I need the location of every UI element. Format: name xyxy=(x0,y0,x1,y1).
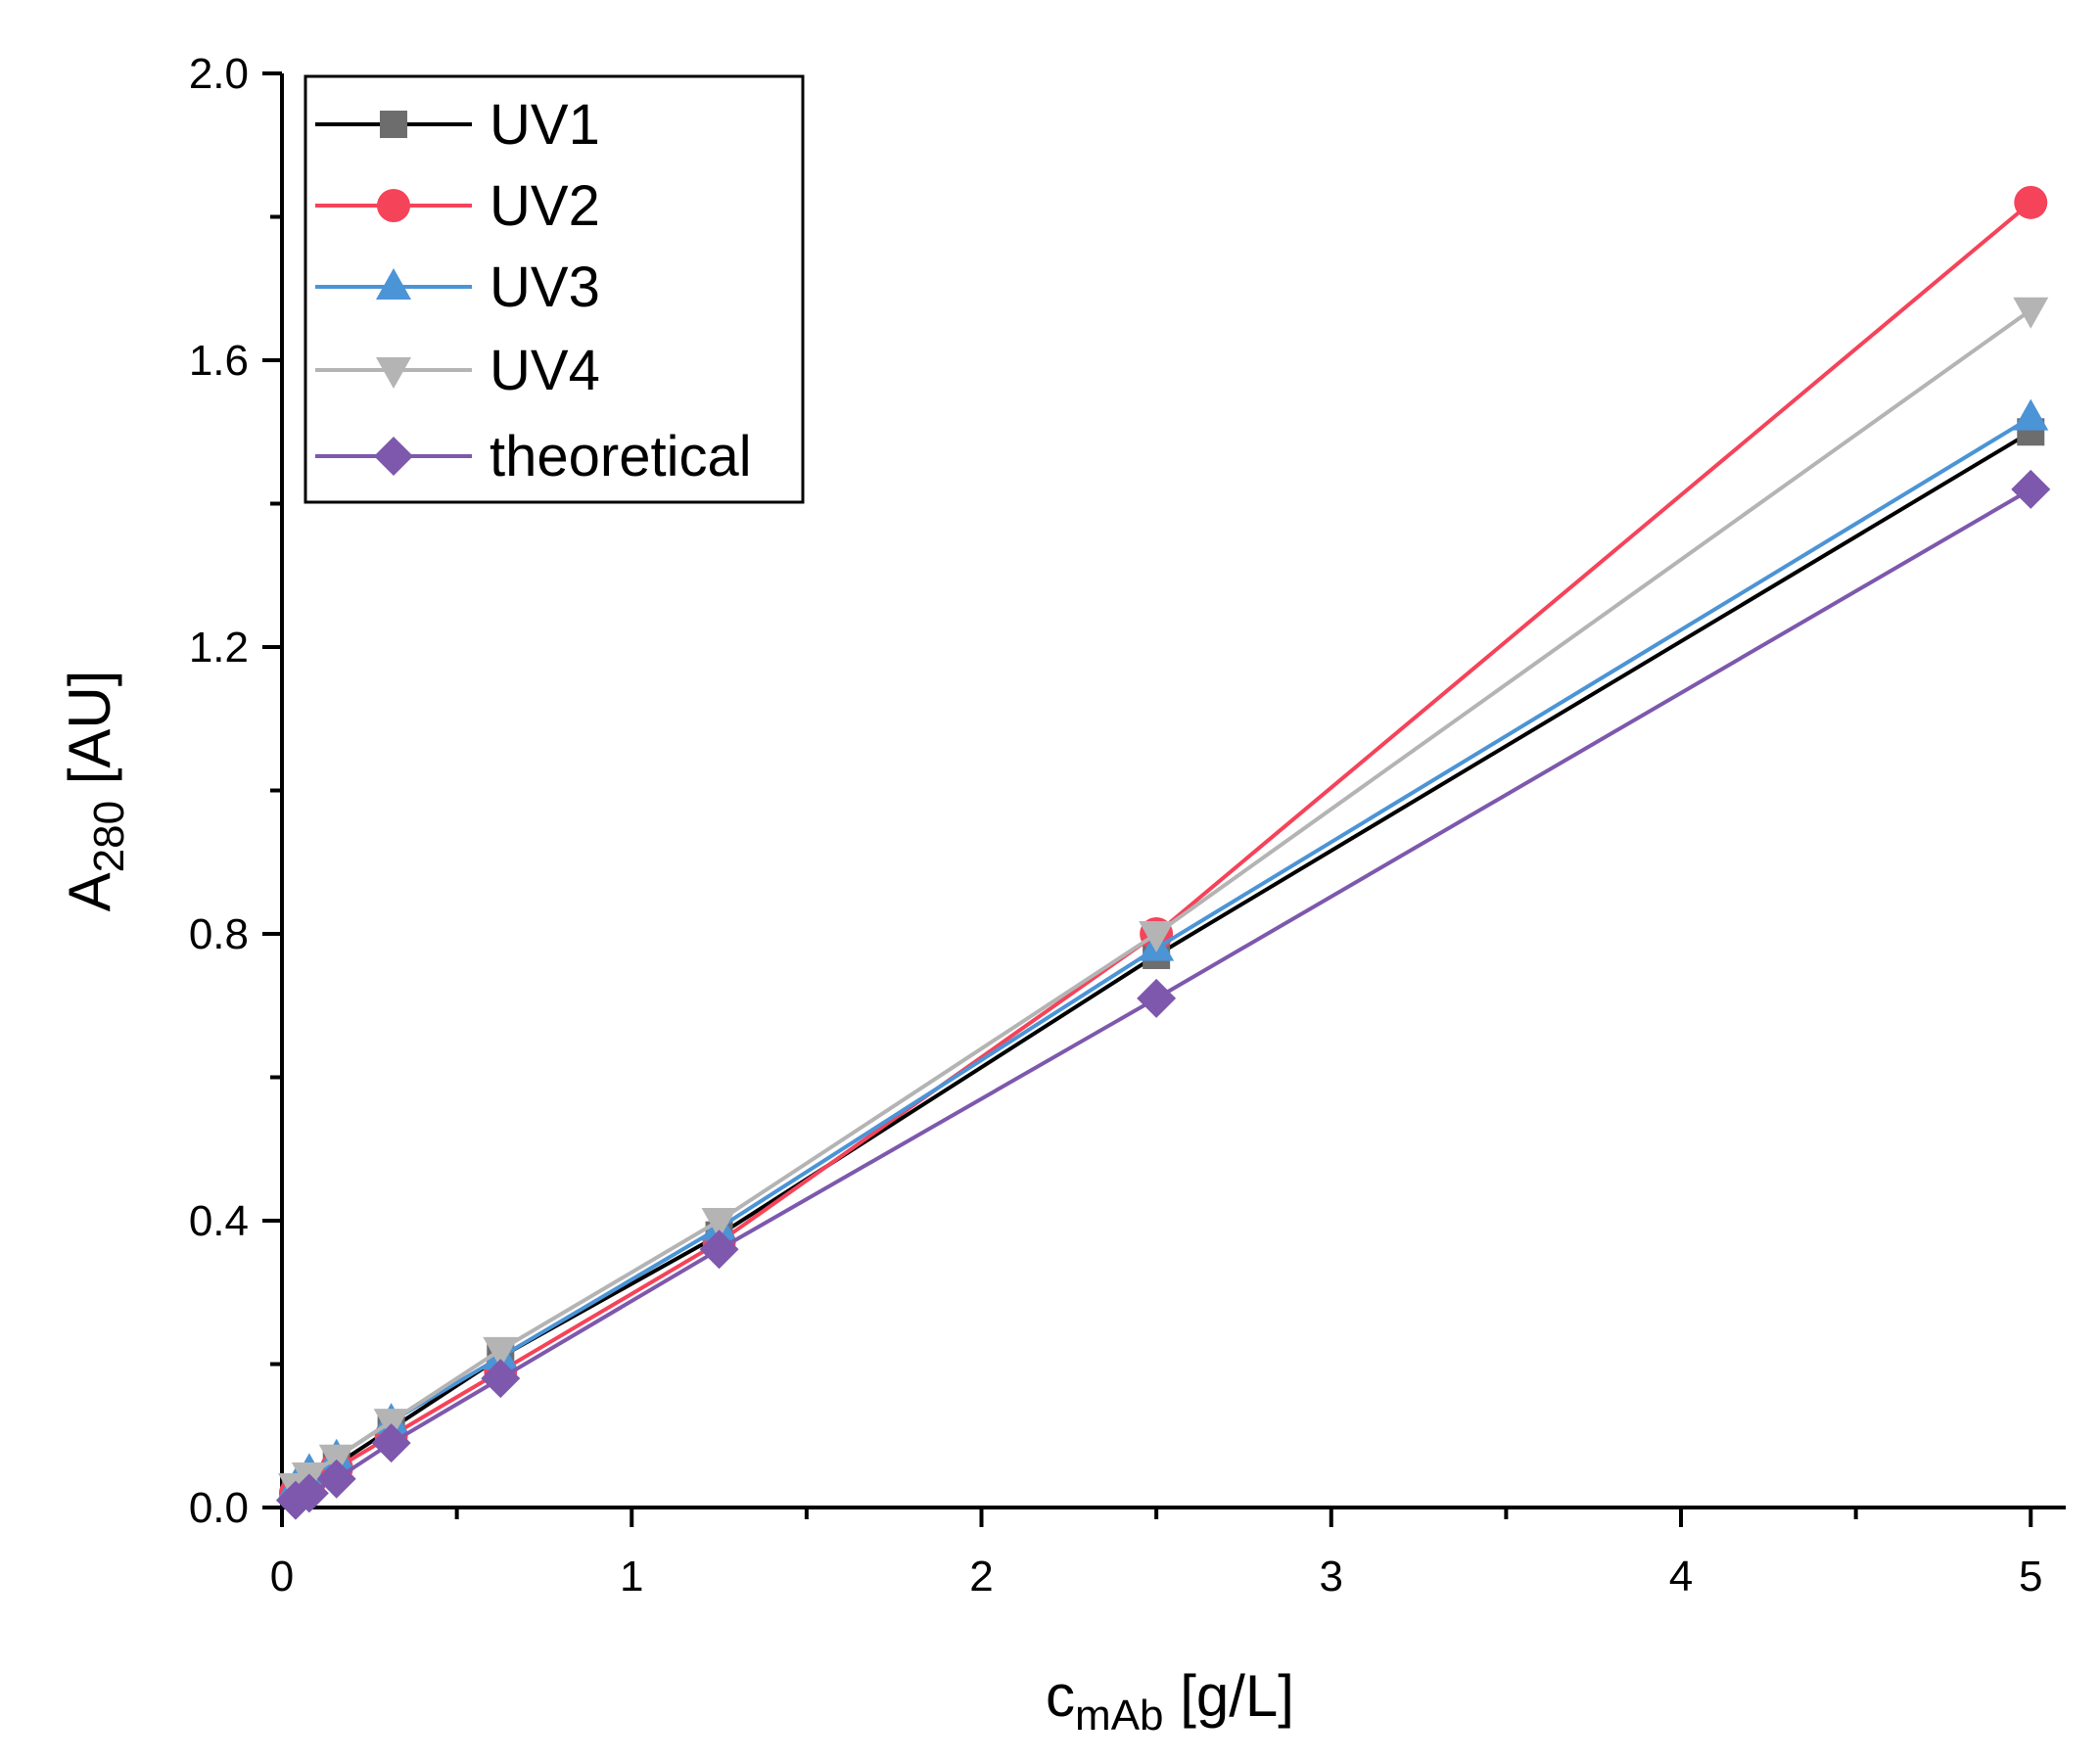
legend-label: UV2 xyxy=(490,174,600,238)
x-tick-label: 1 xyxy=(620,1553,643,1601)
legend-marker xyxy=(377,189,410,222)
y-axis-title: A280 [AU] xyxy=(57,671,133,912)
series-UV3 xyxy=(277,398,2049,1500)
y-tick-label: 0.8 xyxy=(189,910,249,958)
x-tick-label: 2 xyxy=(969,1553,993,1601)
y-tick-label: 1.6 xyxy=(189,337,249,385)
data-point-UV4 xyxy=(701,1208,737,1239)
y-axis-title-unit: [AU] xyxy=(57,671,122,801)
data-point-theoretical xyxy=(371,1423,411,1463)
data-point-UV3 xyxy=(2013,398,2049,431)
legend-item-UV4: UV4 xyxy=(315,339,600,402)
x-axis-title-main: c xyxy=(1046,1663,1075,1729)
legend-marker xyxy=(376,357,411,389)
y-tick-label: 0.4 xyxy=(189,1197,249,1245)
legend-label: theoretical xyxy=(490,425,752,488)
legend-item-UV3: UV3 xyxy=(315,255,600,319)
y-tick-label: 1.2 xyxy=(189,624,249,672)
data-point-theoretical xyxy=(1137,978,1177,1018)
data-point-theoretical xyxy=(481,1359,521,1399)
legend-marker xyxy=(374,437,413,476)
x-tick-label: 5 xyxy=(2019,1553,2042,1601)
x-tick-label: 4 xyxy=(1669,1553,1693,1601)
x-tick-label: 0 xyxy=(270,1553,294,1601)
data-point-UV2 xyxy=(2014,185,2048,219)
legend: UV1 UV2 UV3 UV4 theoretical xyxy=(303,74,805,504)
y-axis-title-sub: 280 xyxy=(85,801,133,872)
y-axis-title-main: A xyxy=(57,872,122,911)
series-layer xyxy=(275,185,2051,1520)
legend-marker xyxy=(376,268,411,300)
data-point-UV4 xyxy=(1139,921,1175,952)
legend-label: UV1 xyxy=(490,93,600,157)
x-axis-title: cmAb [g/L] xyxy=(1046,1663,1294,1740)
legend-item-UV1: UV1 xyxy=(315,93,600,157)
x-axis-title-unit: [g/L] xyxy=(1164,1663,1294,1729)
legend-label: UV4 xyxy=(490,339,600,402)
x-axis-title-sub: mAb xyxy=(1075,1692,1163,1740)
legend-item-UV2: UV2 xyxy=(315,174,600,238)
legend-item-theoretical: theoretical xyxy=(315,425,752,488)
legend-label: UV3 xyxy=(490,255,600,319)
y-tick-label: 2.0 xyxy=(189,50,249,98)
data-point-theoretical xyxy=(699,1229,739,1270)
data-point-theoretical xyxy=(289,1473,329,1513)
data-point-UV4 xyxy=(2013,297,2049,329)
data-point-UV4 xyxy=(483,1336,519,1369)
ticks: 0 1 2 3 4 5 0.0 0.4 0.8 1.2 1.6 2.0 xyxy=(189,50,2043,1601)
data-point-theoretical xyxy=(2011,469,2051,509)
x-tick-label: 3 xyxy=(1320,1553,1343,1601)
y-tick-label: 0.0 xyxy=(189,1484,249,1532)
data-point-theoretical xyxy=(316,1459,356,1499)
series-theoretical xyxy=(275,469,2051,1520)
legend-marker xyxy=(380,111,407,138)
